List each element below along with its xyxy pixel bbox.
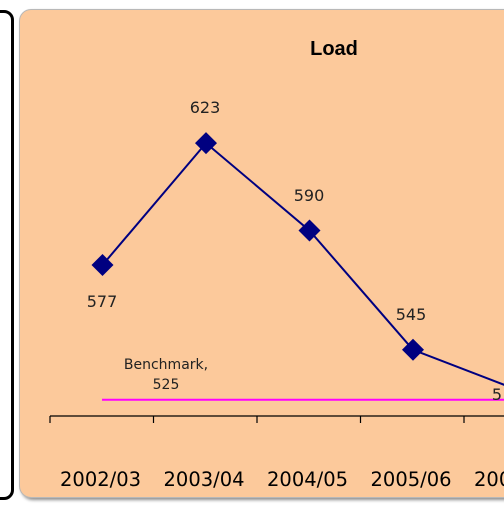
x-tick-label: 200 [474, 468, 504, 491]
benchmark-label: Benchmark, [124, 357, 208, 373]
series-markers [91, 132, 424, 361]
series-line [101, 141, 504, 386]
x-tick-label: 2004/05 [267, 468, 348, 491]
x-axis-tick-labels: 2002/03 2003/04 2004/05 2005/06 200 [60, 468, 504, 491]
left-panel-edge [0, 10, 14, 500]
x-tick-label: 2005/06 [371, 468, 452, 491]
x-tick-label: 2003/04 [164, 468, 245, 491]
data-point-marker [195, 132, 217, 155]
benchmark-value-label: 525 [153, 377, 180, 393]
data-point-marker [298, 219, 321, 242]
x-axis-ticks [49, 416, 465, 423]
x-tick-label: 2002/03 [60, 468, 141, 491]
data-label: 623 [190, 98, 221, 117]
data-label: 545 [396, 305, 427, 324]
series-data-labels: 577 623 590 545 5 [87, 98, 502, 404]
data-point-marker [402, 338, 424, 361]
data-point-marker [91, 254, 114, 276]
chart-title: Load [310, 38, 358, 60]
data-label: 590 [294, 186, 325, 205]
data-label: 5 [492, 385, 502, 404]
data-label: 577 [87, 292, 118, 311]
